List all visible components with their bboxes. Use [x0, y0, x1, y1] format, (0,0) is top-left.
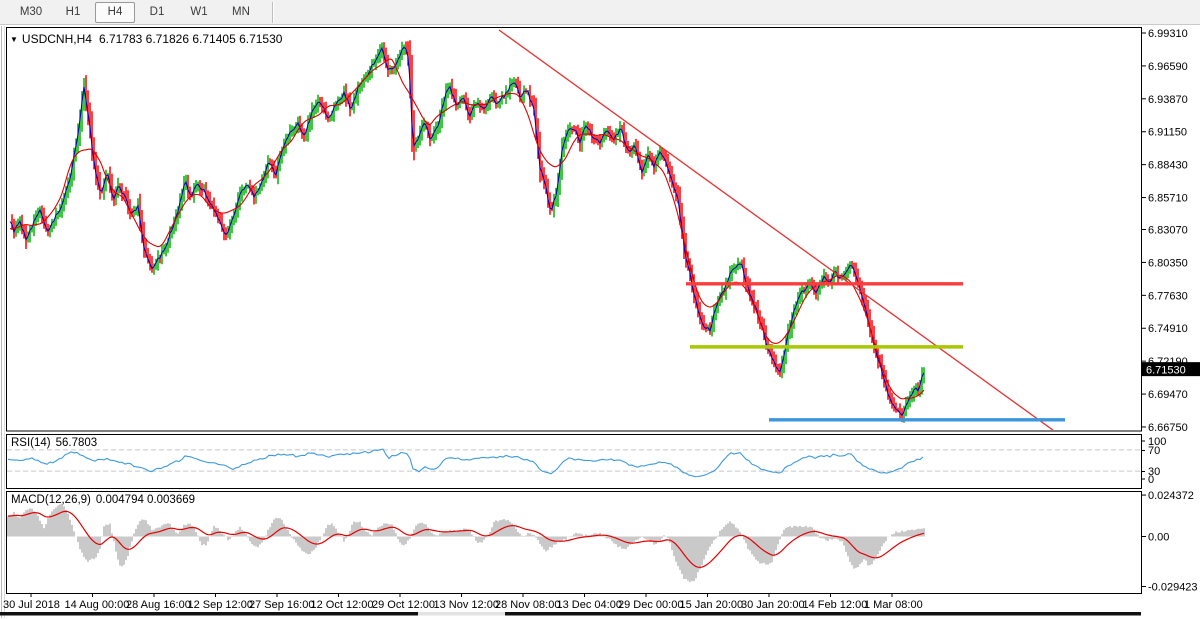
time-axis-label: 12 Oct 12:00 [311, 599, 374, 611]
ohlc-values: 6.71783 6.71826 6.71405 6.71530 [98, 32, 283, 46]
rsi-axis-label: 30 [1148, 466, 1160, 478]
rsi-indicator-label: RSI(14) 56.7803 [11, 437, 102, 449]
time-axis-label: 27 Sep 16:00 [249, 599, 314, 611]
price-axis-label: 6.83070 [1148, 225, 1188, 237]
time-axis-label: 28 Nov 08:00 [495, 599, 560, 611]
macd-axis-label: 0.00 [1148, 532, 1169, 544]
timeframe-button-d1[interactable]: D1 [137, 2, 177, 23]
symbol-period-label: USDCNH,H4 [21, 32, 92, 46]
time-axis-label: 28 Aug 16:00 [126, 599, 191, 611]
timeframe-toolbar: M30 H1 H4 D1 W1 MN [0, 0, 1200, 25]
macd-signal-line [7, 510, 925, 569]
time-axis-label: 13 Dec 04:00 [557, 599, 622, 611]
time-axis-label: 14 Aug 00:00 [65, 599, 130, 611]
macd-panel [7, 503, 925, 582]
price-axis-label: 6.66750 [1148, 422, 1188, 434]
macd-name: MACD(12,26,9) [11, 494, 91, 506]
panel-borders [6, 27, 1142, 594]
timeframe-button-w1[interactable]: W1 [179, 2, 219, 23]
rsi-line [7, 448, 924, 478]
price-axis-label: 6.93870 [1148, 94, 1188, 106]
window-left-edge-inner [4, 26, 5, 618]
slow-ma-line [9, 58, 925, 400]
chart-title: ▼ USDCNH,H4 6.71783 6.71826 6.71405 6.7153… [10, 32, 282, 46]
price-axis-label: 6.85710 [1148, 193, 1188, 205]
time-axis-label: 1 Mar 08:00 [864, 599, 923, 611]
time-axis-label: 29 Dec 00:00 [618, 599, 683, 611]
macd-axis[interactable]: 0.024372 0.00 -0.029423 [1141, 490, 1198, 594]
time-axis-label: 15 Jan 20:00 [680, 599, 744, 611]
scrollbar-thumb [418, 612, 505, 616]
price-axis-label: 6.80350 [1148, 257, 1188, 269]
timeframe-button-h4[interactable]: H4 [95, 1, 135, 23]
price-axis-label: 6.88430 [1148, 160, 1188, 172]
toolbar-separator [272, 1, 274, 23]
bottom-scrollbar[interactable] [0, 612, 1141, 616]
timeframe-button-m30[interactable]: M30 [11, 2, 51, 23]
time-axis-label: 30 Jul 2018 [3, 599, 60, 611]
chart-area[interactable]: 6.99310 6.96590 6.93870 6.91150 6.88430 6.857… [0, 25, 1200, 619]
symbol-dropdown-icon[interactable]: ▼ [10, 35, 18, 44]
time-axis-label: 12 Sep 12:00 [188, 599, 253, 611]
main-price-chart [9, 29, 1065, 434]
time-axis-label: 13 Nov 12:00 [434, 599, 499, 611]
time-axis-label: 14 Feb 12:00 [803, 599, 868, 611]
price-axis-label: 6.69470 [1148, 389, 1188, 401]
rsi-panel [7, 448, 1141, 478]
candlestick-series [11, 40, 925, 423]
descending-trendline[interactable] [498, 29, 1058, 434]
current-price-tag: 6.71530 [1142, 362, 1200, 377]
timeframe-button-mn[interactable]: MN [221, 2, 261, 23]
time-axis-label: 29 Oct 12:00 [372, 599, 435, 611]
rsi-axis-label: 70 [1148, 445, 1160, 457]
rsi-axis-label: 100 [1148, 436, 1166, 448]
rsi-value: 56.7803 [55, 437, 98, 449]
macd-axis-label: 0.024372 [1148, 490, 1194, 502]
price-axis-label: 6.74910 [1148, 323, 1188, 335]
fast-ma-line [9, 46, 925, 417]
price-axis-label: 6.99310 [1148, 28, 1188, 40]
rsi-axis-label: 0 [1148, 474, 1154, 486]
price-axis-label: 6.77630 [1148, 290, 1188, 302]
rsi-name: RSI(14) [11, 437, 51, 449]
macd-values: 0.004794 0.003669 [95, 494, 196, 506]
current-price-label: 6.71530 [1146, 365, 1186, 377]
price-axis[interactable]: 6.99310 6.96590 6.93870 6.91150 6.88430 6.857… [1141, 28, 1188, 434]
macd-indicator-label: MACD(12,26,9) 0.004794 0.003669 [11, 494, 200, 506]
window-left-edge [1, 26, 2, 618]
price-axis-label: 6.96590 [1148, 61, 1188, 73]
macd-axis-label: -0.029423 [1148, 582, 1198, 594]
time-axis-label: 30 Jan 20:00 [741, 599, 805, 611]
price-axis-label: 6.91150 [1148, 127, 1187, 139]
timeframe-button-h1[interactable]: H1 [53, 2, 93, 23]
